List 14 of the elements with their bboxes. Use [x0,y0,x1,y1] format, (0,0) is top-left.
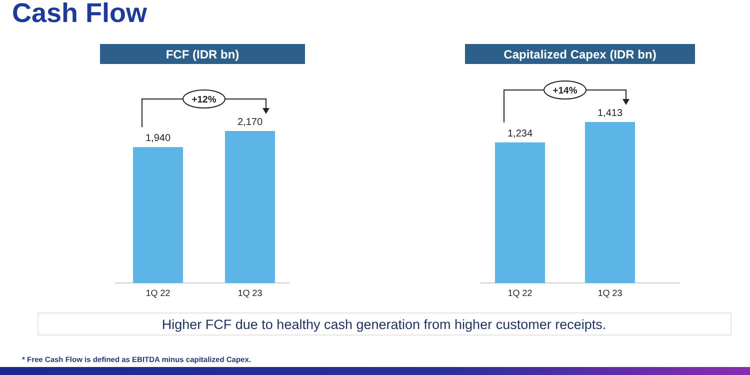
chart-title: FCF (IDR bn) [166,48,240,62]
chart-title: Capitalized Capex (IDR bn) [504,48,656,62]
x-tick-label: 1Q 22 [146,288,170,298]
data-label: 1,940 [145,133,171,144]
data-label: 1,234 [507,128,533,140]
text: +12% [192,94,217,106]
text: Higher FCF due to healthy cash generation from higher customer receipts. [162,317,606,332]
x-tick-label: 1Q 23 [598,288,622,298]
text: +14% [552,86,578,96]
data-label: 1,413 [597,108,623,119]
data-label: 2,170 [237,117,263,128]
x-tick-label: 1Q 23 [238,288,262,298]
x-tick-label: 1Q 22 [508,288,532,298]
text: Cash Flow [12,0,148,28]
